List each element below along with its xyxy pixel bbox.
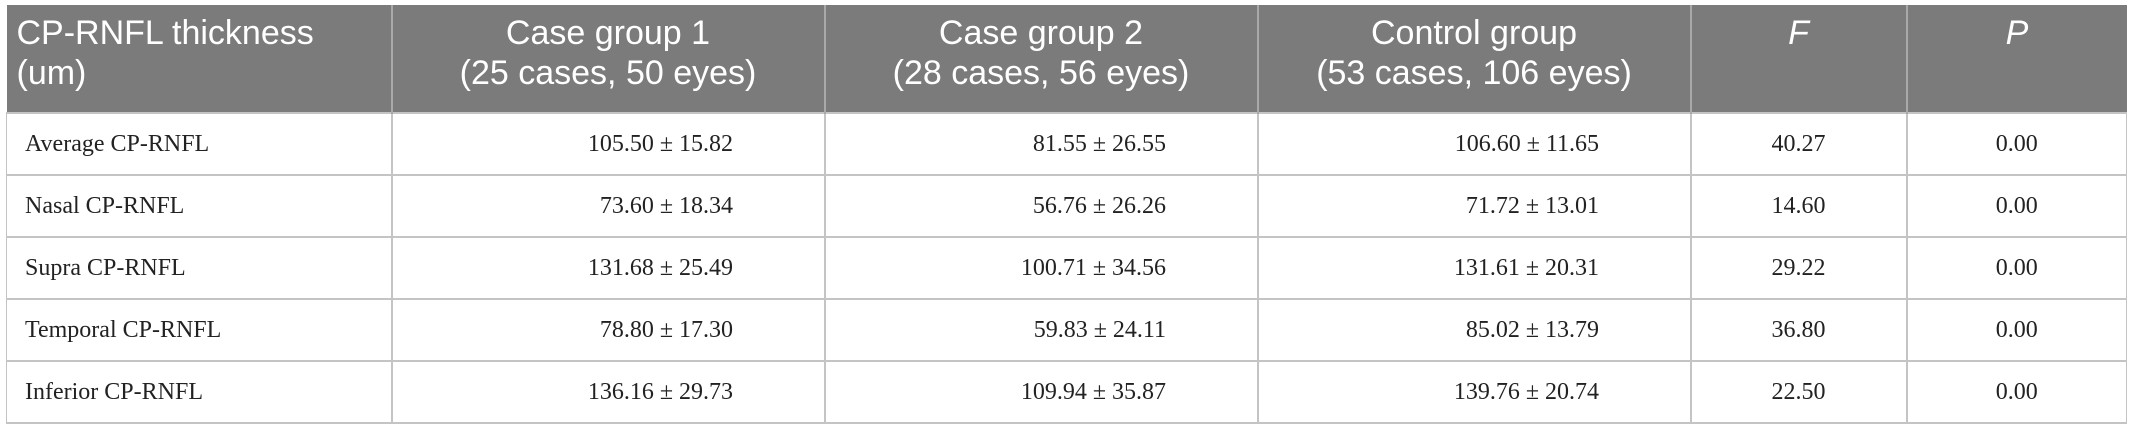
header-cell-parameter: CP-RNFL thickness (um): [6, 5, 392, 113]
table-header: CP-RNFL thickness (um) Case group 1 (25 …: [6, 5, 2127, 113]
case-group-1-value: 131.68 ± 25.49: [390, 236, 825, 299]
header-line-2: (25 cases, 50 eyes): [459, 54, 757, 92]
header-line-2: (28 cases, 56 eyes): [892, 54, 1190, 92]
header-cell-case-group-1: Case group 1 (25 cases, 50 eyes): [390, 5, 825, 113]
header-line-1: Case group 2: [938, 14, 1144, 52]
case-group-2-value: 81.55 ± 26.55: [823, 112, 1258, 175]
case-group-1-value: 105.50 ± 15.82: [390, 112, 825, 175]
row-label: Inferior CP-RNFL: [6, 360, 392, 424]
header-line-1: Case group 1: [505, 14, 711, 52]
case-group-2-value: 56.76 ± 26.26: [823, 174, 1258, 237]
f-value: 29.22: [1689, 236, 1907, 299]
value-text: 56.76 ± 26.26: [1032, 192, 1166, 219]
p-value: 0.00: [1905, 360, 2127, 424]
value-text: 81.55 ± 26.55: [1032, 130, 1166, 157]
value-text: 105.50 ± 15.82: [587, 130, 733, 157]
row-label: Nasal CP-RNFL: [6, 174, 392, 237]
p-value: 0.00: [1905, 298, 2127, 361]
cp-rnfl-table: CP-RNFL thickness (um) Case group 1 (25 …: [6, 5, 2127, 424]
header-line-2: (53 cases, 106 eyes): [1316, 54, 1632, 92]
control-group-value: 85.02 ± 13.79: [1256, 298, 1691, 361]
value-text: 100.71 ± 34.56: [1020, 254, 1166, 281]
row-label: Supra CP-RNFL: [6, 236, 392, 299]
value-text: 136.16 ± 29.73: [587, 378, 733, 405]
header-cell-f: F: [1689, 5, 1907, 113]
p-value: 0.00: [1905, 112, 2127, 175]
value-text: 131.61 ± 20.31: [1453, 254, 1599, 281]
header-line-1: P: [2005, 14, 2029, 52]
value-text: 78.80 ± 17.30: [599, 316, 733, 343]
value-text: 71.72 ± 13.01: [1465, 192, 1599, 219]
control-group-value: 106.60 ± 11.65: [1256, 112, 1691, 175]
table-row: Temporal CP-RNFL 78.80 ± 17.30 59.83 ± 2…: [6, 298, 2127, 361]
case-group-2-value: 109.94 ± 35.87: [823, 360, 1258, 424]
case-group-1-value: 73.60 ± 18.34: [390, 174, 825, 237]
case-group-1-value: 78.80 ± 17.30: [390, 298, 825, 361]
table-body: Average CP-RNFL 105.50 ± 15.82 81.55 ± 2…: [6, 112, 2127, 424]
header-cell-control-group: Control group (53 cases, 106 eyes): [1256, 5, 1691, 113]
row-label: Average CP-RNFL: [6, 112, 392, 175]
case-group-1-value: 136.16 ± 29.73: [390, 360, 825, 424]
f-value: 36.80: [1689, 298, 1907, 361]
case-group-2-value: 100.71 ± 34.56: [823, 236, 1258, 299]
case-group-2-value: 59.83 ± 24.11: [823, 298, 1258, 361]
f-value: 22.50: [1689, 360, 1907, 424]
header-line-2: (um): [16, 54, 87, 92]
p-value: 0.00: [1905, 236, 2127, 299]
header-line-1: Control group: [1370, 14, 1577, 52]
header-line-1: CP-RNFL thickness: [16, 14, 314, 52]
header-row: CP-RNFL thickness (um) Case group 1 (25 …: [6, 5, 2127, 113]
table-row: Average CP-RNFL 105.50 ± 15.82 81.55 ± 2…: [6, 112, 2127, 175]
header-line-1: F: [1788, 14, 1809, 52]
header-cell-case-group-2: Case group 2 (28 cases, 56 eyes): [823, 5, 1258, 113]
value-text: 85.02 ± 13.79: [1465, 316, 1599, 343]
table-row: Supra CP-RNFL 131.68 ± 25.49 100.71 ± 34…: [6, 236, 2127, 299]
control-group-value: 131.61 ± 20.31: [1256, 236, 1691, 299]
data-table-container: CP-RNFL thickness (um) Case group 1 (25 …: [6, 5, 2127, 424]
control-group-value: 71.72 ± 13.01: [1256, 174, 1691, 237]
value-text: 59.83 ± 24.11: [1033, 316, 1166, 343]
value-text: 106.60 ± 11.65: [1454, 130, 1599, 157]
value-text: 139.76 ± 20.74: [1453, 378, 1599, 405]
f-value: 14.60: [1689, 174, 1907, 237]
header-cell-p: P: [1905, 5, 2127, 113]
value-text: 131.68 ± 25.49: [587, 254, 733, 281]
control-group-value: 139.76 ± 20.74: [1256, 360, 1691, 424]
value-text: 73.60 ± 18.34: [599, 192, 733, 219]
value-text: 109.94 ± 35.87: [1020, 378, 1166, 405]
row-label: Temporal CP-RNFL: [6, 298, 392, 361]
f-value: 40.27: [1689, 112, 1907, 175]
p-value: 0.00: [1905, 174, 2127, 237]
table-row: Nasal CP-RNFL 73.60 ± 18.34 56.76 ± 26.2…: [6, 174, 2127, 237]
table-row: Inferior CP-RNFL 136.16 ± 29.73 109.94 ±…: [6, 360, 2127, 424]
